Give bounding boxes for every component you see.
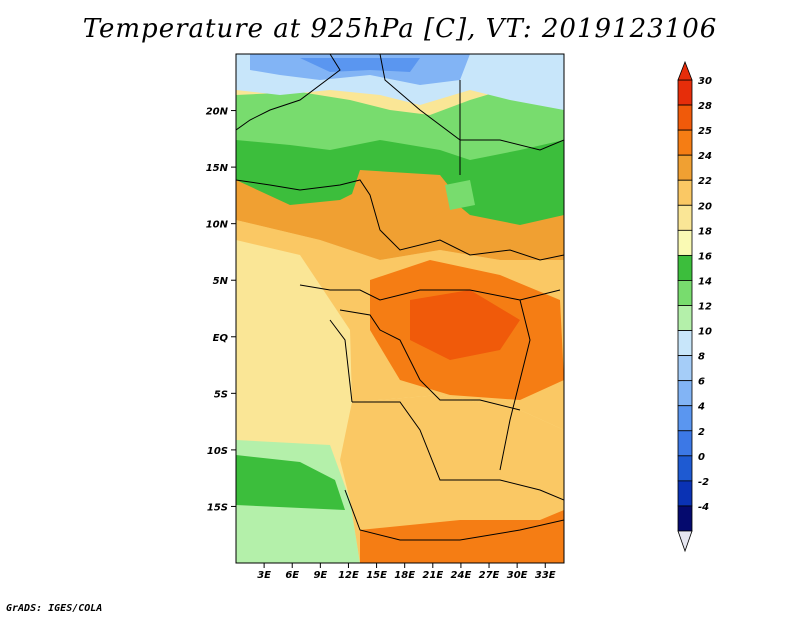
- colorbar-label: 10: [698, 327, 712, 338]
- temperature-field: [236, 54, 564, 563]
- colorbar-max-arrow: [677, 60, 693, 81]
- colorbar-label: 2: [698, 427, 705, 438]
- x-axis: 3E 6E 9E 12E 15E 18E 21E 24E 27E 30E 33E: [257, 563, 556, 581]
- colorbar-swatch: [677, 229, 693, 256]
- colorbar-swatch: [677, 254, 693, 281]
- colorbar-label: 0: [698, 452, 705, 463]
- field-sahel-lightgreen: [236, 85, 564, 160]
- colorbar-swatch: [677, 505, 693, 532]
- field-sahel-center: [350, 170, 460, 220]
- x-tick-label: 3E: [257, 570, 271, 581]
- x-tick-label: 33E: [535, 570, 556, 581]
- colorbar-swatch: [677, 380, 693, 407]
- field-land-zambezi: [360, 510, 564, 563]
- colorbar-label: 20: [698, 201, 712, 212]
- x-tick-label: 15E: [366, 570, 387, 581]
- colorbar-swatch: [677, 330, 693, 357]
- colorbar-label: 24: [698, 151, 712, 162]
- colorbar-label: 25: [698, 126, 712, 137]
- y-tick-label: 15S: [207, 502, 228, 513]
- y-tick-label: EQ: [213, 333, 229, 344]
- colorbar-swatch: [677, 280, 693, 306]
- y-tick-label: 5N: [213, 276, 229, 287]
- colorbar-label: 22: [698, 176, 712, 187]
- colorbar-label: 18: [698, 226, 712, 237]
- x-tick-label: 24E: [451, 570, 472, 581]
- colorbar-label: 28: [698, 101, 712, 112]
- y-tick-label: 10N: [206, 220, 229, 231]
- colorbar-label: 4: [697, 402, 705, 413]
- x-tick-label: 27E: [479, 570, 500, 581]
- x-tick-label: 21E: [422, 570, 443, 581]
- x-tick-label: 9E: [313, 570, 327, 581]
- colorbar-swatch: [677, 79, 693, 106]
- field-ocean-south-green: [236, 455, 345, 510]
- colorbar-label: 12: [698, 302, 712, 313]
- colorbar-label: 8: [698, 352, 705, 363]
- field-congo-hot: [410, 290, 520, 360]
- colorbar-label: 6: [698, 377, 705, 388]
- colorbar-swatch: [677, 104, 693, 131]
- field-sahara-deep: [300, 58, 420, 72]
- x-tick-label: 12E: [338, 570, 359, 581]
- x-tick-label: 30E: [507, 570, 528, 581]
- colorbar-swatch: [677, 430, 693, 457]
- colorbar-swatch: [677, 179, 693, 206]
- colorbar-min-arrow: [677, 530, 693, 553]
- colorbar-swatch: [677, 355, 693, 382]
- colorbar-label: -2: [698, 477, 709, 488]
- grads-credit: GrADS: IGES/COLA: [6, 603, 103, 614]
- colorbar-label: 16: [698, 251, 712, 262]
- colorbar-swatch: [677, 405, 693, 432]
- map-frame: [235, 53, 565, 564]
- chart-title: Temperature at 925hPa [C], VT: 201912310…: [82, 14, 718, 44]
- field-chad-highlight: [445, 180, 475, 210]
- country-borders: [236, 54, 564, 541]
- colorbar-swatch: [677, 455, 693, 482]
- y-axis: 20N 15N 10N 5N EQ 5S 10S 15S: [206, 107, 236, 513]
- y-tick-label: 10S: [207, 446, 228, 457]
- y-tick-label: 15N: [206, 163, 229, 174]
- y-tick-label: 5S: [214, 389, 228, 400]
- y-tick-label: 20N: [206, 107, 229, 118]
- colorbar-label: -4: [698, 502, 709, 513]
- x-tick-label: 6E: [285, 570, 299, 581]
- colorbar-swatch: [677, 480, 693, 507]
- x-tick-label: 18E: [394, 570, 415, 581]
- colorbar-label: 14: [698, 276, 712, 287]
- colorbar-swatch: [677, 305, 693, 331]
- colorbar-label: 30: [698, 76, 712, 87]
- field-atlantic-north: [236, 240, 352, 440]
- colorbar-swatch: [677, 129, 693, 156]
- colorbar-swatch: [677, 204, 693, 231]
- colorbar-swatch: [677, 154, 693, 181]
